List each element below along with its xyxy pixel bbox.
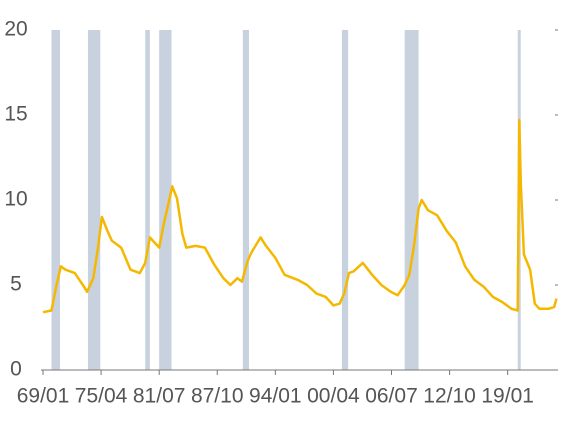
recession-band xyxy=(51,30,61,370)
x-tick-label: 19/01 xyxy=(481,385,534,408)
recession-band xyxy=(145,30,150,370)
data-line xyxy=(42,118,558,314)
y-tick-label: 10 xyxy=(4,188,27,211)
x-tick-label: 06/07 xyxy=(365,385,418,408)
y-tick-label: 15 xyxy=(4,103,27,126)
recession-band xyxy=(341,30,349,370)
y-tick-label: 5 xyxy=(10,273,22,296)
y-tick-label: 20 xyxy=(4,18,27,41)
recession-band xyxy=(404,30,419,370)
x-tick-label: 81/07 xyxy=(133,385,186,408)
x-tick-label: 94/01 xyxy=(249,385,302,408)
recession-band xyxy=(87,30,101,370)
recession-band xyxy=(242,30,249,370)
recession-band xyxy=(159,30,172,370)
x-tick-label: 12/10 xyxy=(423,385,476,408)
y-tick-label: 0 xyxy=(10,358,22,381)
x-tick-label: 75/04 xyxy=(75,385,128,408)
x-tick-label: 69/01 xyxy=(17,385,70,408)
x-tick-label: 00/04 xyxy=(307,385,360,408)
x-tick-label: 87/10 xyxy=(191,385,244,408)
